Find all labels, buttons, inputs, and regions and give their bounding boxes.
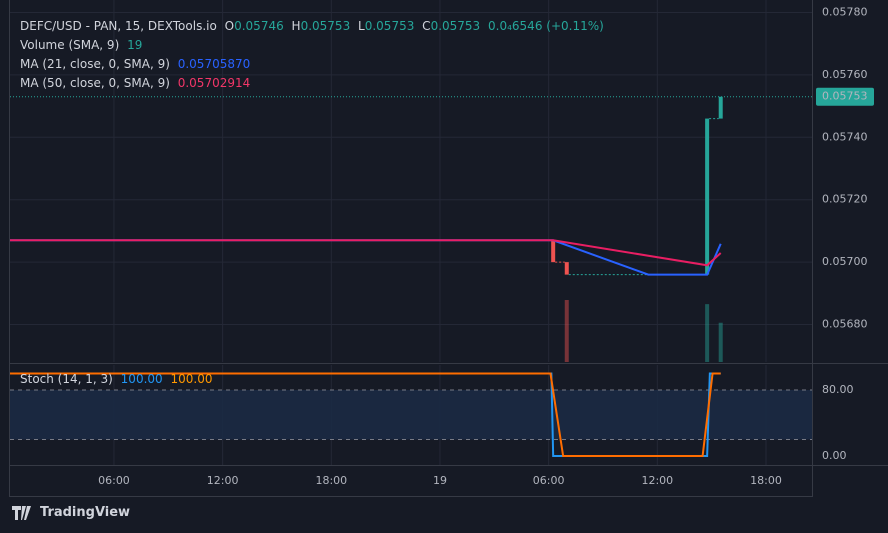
low: 0.05753 bbox=[364, 19, 415, 33]
ma21-name: MA (21, close, 0, SMA, 9) bbox=[20, 57, 170, 71]
stoch-legend: Stoch (14, 1, 3) 100.00 100.00 bbox=[20, 372, 217, 386]
y-tick-label: 0.05680 bbox=[822, 318, 868, 331]
y-tick-label: 0.05700 bbox=[822, 255, 868, 268]
x-tick-label: 12:00 bbox=[207, 474, 239, 487]
y-tick-label: 0.05780 bbox=[822, 5, 868, 18]
stoch-band bbox=[10, 390, 812, 440]
ma-line bbox=[10, 239, 722, 267]
close: 0.05753 bbox=[430, 19, 481, 33]
y-tick-label: 80.00 bbox=[822, 383, 854, 396]
y-tick-label: 0.05720 bbox=[822, 193, 868, 206]
ma21-value: 0.05705870 bbox=[177, 57, 251, 71]
x-tick-label: 06:00 bbox=[98, 474, 130, 487]
ma50-legend: MA (50, close, 0, SMA, 9) 0.05702914 bbox=[20, 76, 254, 90]
candle-body bbox=[564, 262, 569, 275]
x-tick-label: 18:00 bbox=[315, 474, 347, 487]
symbol: DEFC/USD - PAN, 15, DEXTools.io bbox=[20, 19, 217, 33]
last-price-label: 0.05753 bbox=[822, 90, 868, 103]
ma21-legend: MA (21, close, 0, SMA, 9) 0.05705870 bbox=[20, 57, 254, 71]
ohlc-legend: DEFC/USD - PAN, 15, DEXTools.io O0.05746… bbox=[20, 19, 608, 33]
volume-bar bbox=[718, 322, 723, 362]
x-tick-label: 06:00 bbox=[533, 474, 565, 487]
ma50-value: 0.05702914 bbox=[177, 76, 251, 90]
brand: TradingView bbox=[12, 505, 130, 520]
o-key: O bbox=[224, 19, 235, 33]
volume-legend: Volume (SMA, 9) 19 bbox=[20, 38, 146, 52]
volume-value: 19 bbox=[127, 38, 143, 52]
stoch-name: Stoch (14, 1, 3) bbox=[20, 372, 113, 386]
brand-name: TradingView bbox=[40, 505, 131, 520]
change: 0.0₄6546 (+0.11%) bbox=[488, 19, 604, 33]
candle-body bbox=[718, 96, 723, 119]
ma-line bbox=[10, 239, 722, 276]
y-tick-label: 0.05760 bbox=[822, 68, 868, 81]
volume-name: Volume (SMA, 9) bbox=[20, 38, 120, 52]
stoch-d: 100.00 bbox=[170, 372, 213, 386]
candle-body bbox=[705, 118, 710, 275]
y-tick-label: 0.00 bbox=[822, 449, 847, 462]
l-key: L bbox=[358, 19, 365, 33]
h-key: H bbox=[291, 19, 301, 33]
last-price-box bbox=[816, 87, 874, 106]
stoch-k: 100.00 bbox=[120, 372, 163, 386]
volume-bar bbox=[705, 304, 710, 362]
y-tick-label: 0.05740 bbox=[822, 130, 868, 143]
x-tick-label: 19 bbox=[433, 474, 447, 487]
x-tick-label: 18:00 bbox=[750, 474, 782, 487]
open: 0.05746 bbox=[234, 19, 284, 33]
high: 0.05753 bbox=[300, 19, 351, 33]
ma50-name: MA (50, close, 0, SMA, 9) bbox=[20, 76, 170, 90]
x-tick-label: 12:00 bbox=[641, 474, 673, 487]
stoch-line bbox=[10, 372, 721, 458]
c-key: C bbox=[422, 19, 431, 33]
volume-bar bbox=[564, 300, 569, 362]
brand-logo bbox=[12, 505, 31, 520]
candle-body bbox=[551, 240, 556, 263]
